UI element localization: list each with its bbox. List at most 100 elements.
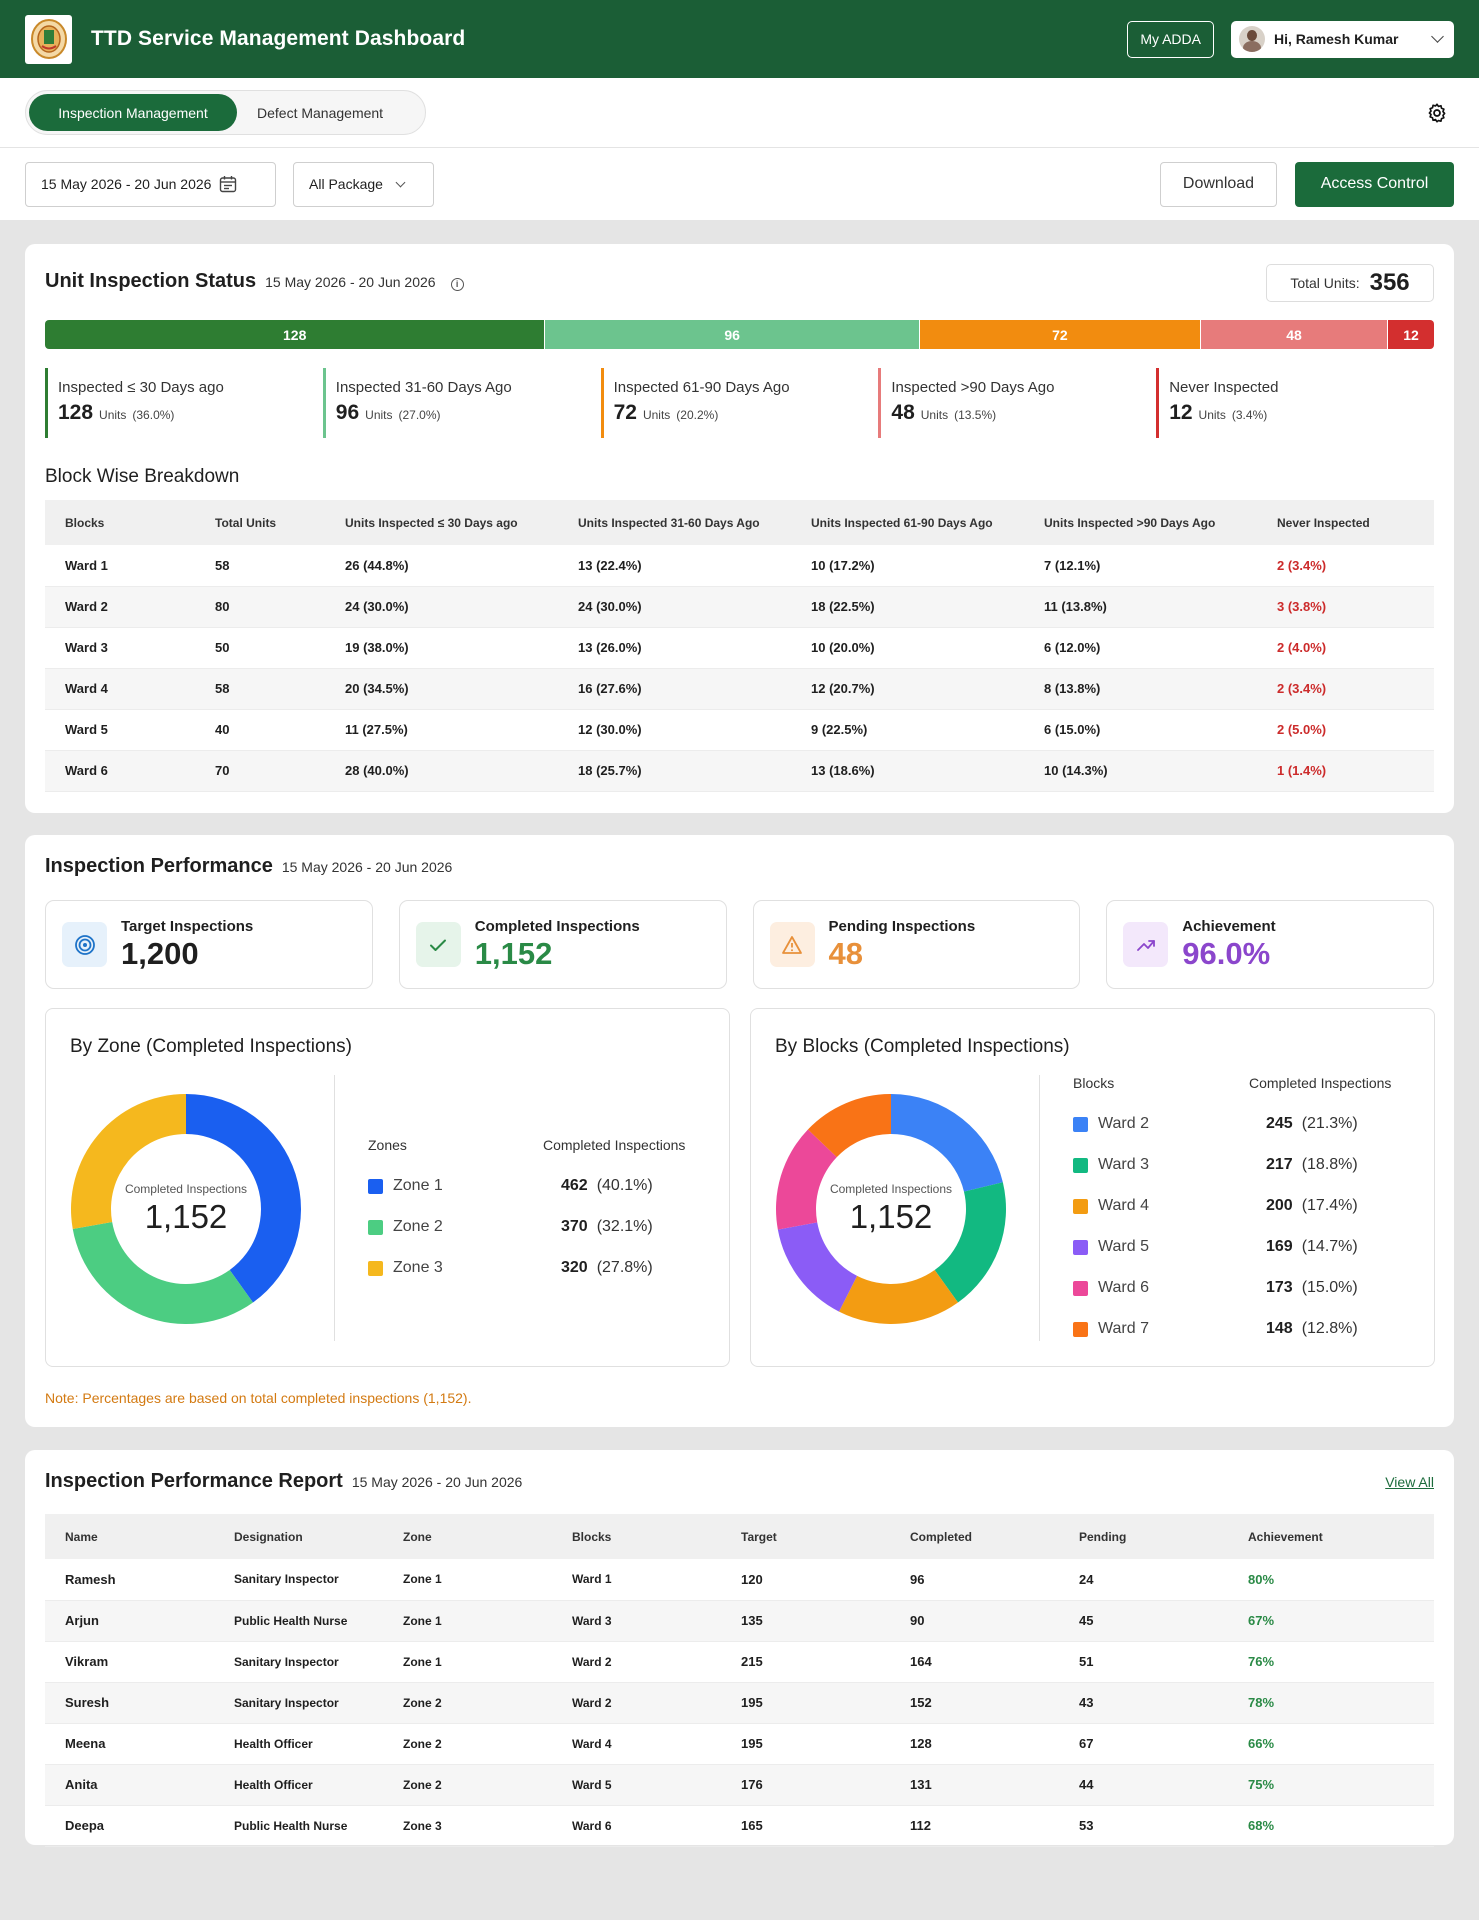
- divider: [334, 1075, 335, 1341]
- status-bar-segment: 48: [1199, 320, 1388, 349]
- kpi-text: Completed Inspections 1,152: [475, 918, 640, 972]
- inspection-status-legend: Inspected ≤ 30 Days ago 128 Units (36.0%) In…: [45, 368, 1434, 438]
- check-icon: [415, 922, 461, 967]
- table-cell: 9 (22.5%): [791, 709, 1024, 751]
- status-legend-count: 128: [58, 401, 94, 424]
- block-legend-pct: (21.3%): [1301, 1115, 1358, 1132]
- unit-status-heading: Unit Inspection Status 15 May 2026 - 20 …: [45, 270, 464, 293]
- status-legend-count: 12: [1169, 401, 1193, 424]
- table-cell: Ward 1: [45, 545, 195, 587]
- column-header: Designation: [234, 1529, 303, 1544]
- table-row: Vikram Sanitary Inspector Zone 1 Ward 2 215 1…: [45, 1641, 1434, 1683]
- column-header: Units Inspected 61-90 Days Ago: [811, 515, 993, 530]
- table-cell: 24 (30.0%): [558, 586, 791, 628]
- gear-icon[interactable]: [1426, 102, 1448, 124]
- table-cell: 90: [890, 1600, 1059, 1642]
- block-legend-name: Ward 4: [1098, 1197, 1149, 1214]
- my-adda-button[interactable]: My ADDA: [1127, 20, 1214, 58]
- block-slice: [891, 1094, 1003, 1192]
- status-legend-value: 128 Units (36.0%): [58, 401, 323, 425]
- table-cell: Vikram: [45, 1641, 214, 1683]
- column-header: Units Inspected ≤ 30 Days ago: [345, 515, 518, 530]
- target-icon: [62, 922, 107, 967]
- block-legend-swatch: [1073, 1198, 1088, 1214]
- status-bar-segment: 128: [45, 320, 545, 349]
- table-cell: Ward 2: [552, 1641, 721, 1683]
- unit-status-date: 15 May 2026 - 20 Jun 2026: [265, 274, 436, 290]
- zone-legend-item: Zone 1 462 (40.1%): [368, 1177, 653, 1195]
- report-date: 15 May 2026 - 20 Jun 2026: [351, 1474, 523, 1490]
- status-bar-segment: 12: [1387, 320, 1434, 349]
- column-header: Target: [741, 1529, 777, 1544]
- block-legend-item: Ward 7 148 (12.8%): [1073, 1320, 1358, 1338]
- table-cell: Ward 6: [552, 1805, 721, 1847]
- block-legend-item: Ward 2 245 (21.3%): [1073, 1115, 1358, 1133]
- package-select[interactable]: All Package: [293, 161, 434, 207]
- table-cell: Ward 2: [552, 1682, 721, 1724]
- table-cell: 78%: [1228, 1682, 1434, 1724]
- status-legend-label: Inspected 31-60 Days Ago: [335, 379, 512, 396]
- status-legend-count: 96: [335, 401, 360, 424]
- download-button[interactable]: Download: [1160, 161, 1277, 207]
- performance-report-card: Inspection Performance Report 15 May 202…: [25, 1450, 1454, 1847]
- status-legend-unit: Units: [642, 408, 671, 422]
- table-cell: Public Health Nurse: [214, 1805, 383, 1847]
- table-cell: Sanitary Inspector: [214, 1559, 383, 1601]
- performance-report-table: Name Designation Zone Blocks Target Completed…: [45, 1514, 1434, 1847]
- table-cell: 67%: [1228, 1600, 1434, 1642]
- table-cell: Ward 5: [552, 1764, 721, 1806]
- table-cell: 10 (20.0%): [791, 627, 1024, 669]
- unit-status-title: Unit Inspection Status: [45, 270, 257, 292]
- user-menu[interactable]: Hi, Ramesh Kumar: [1231, 20, 1454, 58]
- status-legend-item: Inspected 61-90 Days Ago 72 Units (20.2%): [600, 368, 879, 438]
- zone-legend-swatch: [368, 1219, 383, 1235]
- status-legend-pct: (3.4%): [1231, 408, 1268, 422]
- table-cell: Ward 3: [45, 627, 195, 669]
- table-cell: 12 (20.7%): [791, 668, 1024, 710]
- table-row: Anita Health Officer Zone 2 Ward 5 176 131 44 7…: [45, 1764, 1434, 1806]
- tab-inspection-management[interactable]: Inspection Management: [29, 94, 237, 131]
- table-cell: Ward 4: [552, 1723, 721, 1765]
- status-bar-segment: 72: [918, 320, 1200, 349]
- table-row: Ward 1 58 26 (44.8%) 13 (22.4%) 10 (17.2%) 7 …: [45, 545, 1434, 587]
- block-legend-pct: (12.8%): [1301, 1320, 1358, 1337]
- block-legend-name: Ward 3: [1098, 1156, 1149, 1173]
- kpi-text: Pending Inspections 48: [829, 918, 976, 972]
- zone-chart-title: By Zone (Completed Inspections): [70, 1036, 352, 1057]
- access-control-button[interactable]: Access Control: [1295, 161, 1454, 207]
- table-cell: 11 (13.8%): [1024, 586, 1257, 628]
- chevron-down-icon: [395, 177, 406, 187]
- kpi-value: 48: [828, 935, 863, 971]
- block-slice: [776, 1129, 837, 1230]
- divider: [1039, 1075, 1040, 1341]
- table-cell: 215: [721, 1641, 890, 1683]
- zone-legend-col-value: Completed Inspections: [543, 1137, 686, 1153]
- table-cell: 24: [1059, 1559, 1228, 1601]
- kpi-label: Pending Inspections: [828, 917, 976, 935]
- table-cell: Ward 6: [45, 750, 195, 792]
- kpi-card: Achievement 96.0%: [1106, 900, 1434, 989]
- kpi-value: 96.0%: [1182, 935, 1271, 971]
- block-slice: [934, 1182, 1006, 1303]
- date-range-picker[interactable]: 15 May 2026 - 20 Jun 2026: [25, 161, 276, 207]
- table-cell: 76%: [1228, 1641, 1434, 1683]
- table-cell: 45: [1059, 1600, 1228, 1642]
- zone-legend-value: 320: [561, 1259, 588, 1276]
- chevron-down-icon: [1431, 30, 1444, 43]
- block-legend-pct: (18.8%): [1301, 1156, 1358, 1173]
- tab-defect-management[interactable]: Defect Management: [257, 104, 384, 121]
- view-all-link[interactable]: View All: [1385, 1474, 1434, 1490]
- info-icon[interactable]: i: [450, 278, 464, 291]
- kpi-text: Target Inspections 1,200: [121, 918, 253, 972]
- block-legend-value: 169: [1266, 1238, 1293, 1255]
- status-legend-pct: (20.2%): [676, 408, 719, 422]
- inspection-status-bar: 128 96 72 48 12: [45, 320, 1434, 349]
- zone-legend-name: Zone 1: [393, 1177, 443, 1194]
- calendar-icon: [220, 176, 237, 193]
- unit-inspection-status-card: Unit Inspection Status 15 May 2026 - 20 …: [25, 244, 1454, 813]
- block-center-label: Completed Inspections: [829, 1182, 953, 1196]
- table-cell: 26 (44.8%): [325, 545, 558, 587]
- status-legend-label: Inspected 61-90 Days Ago: [613, 379, 790, 396]
- inspection-performance-card: Inspection Performance 15 May 2026 - 20 …: [25, 835, 1454, 1427]
- table-cell: Health Officer: [214, 1723, 383, 1765]
